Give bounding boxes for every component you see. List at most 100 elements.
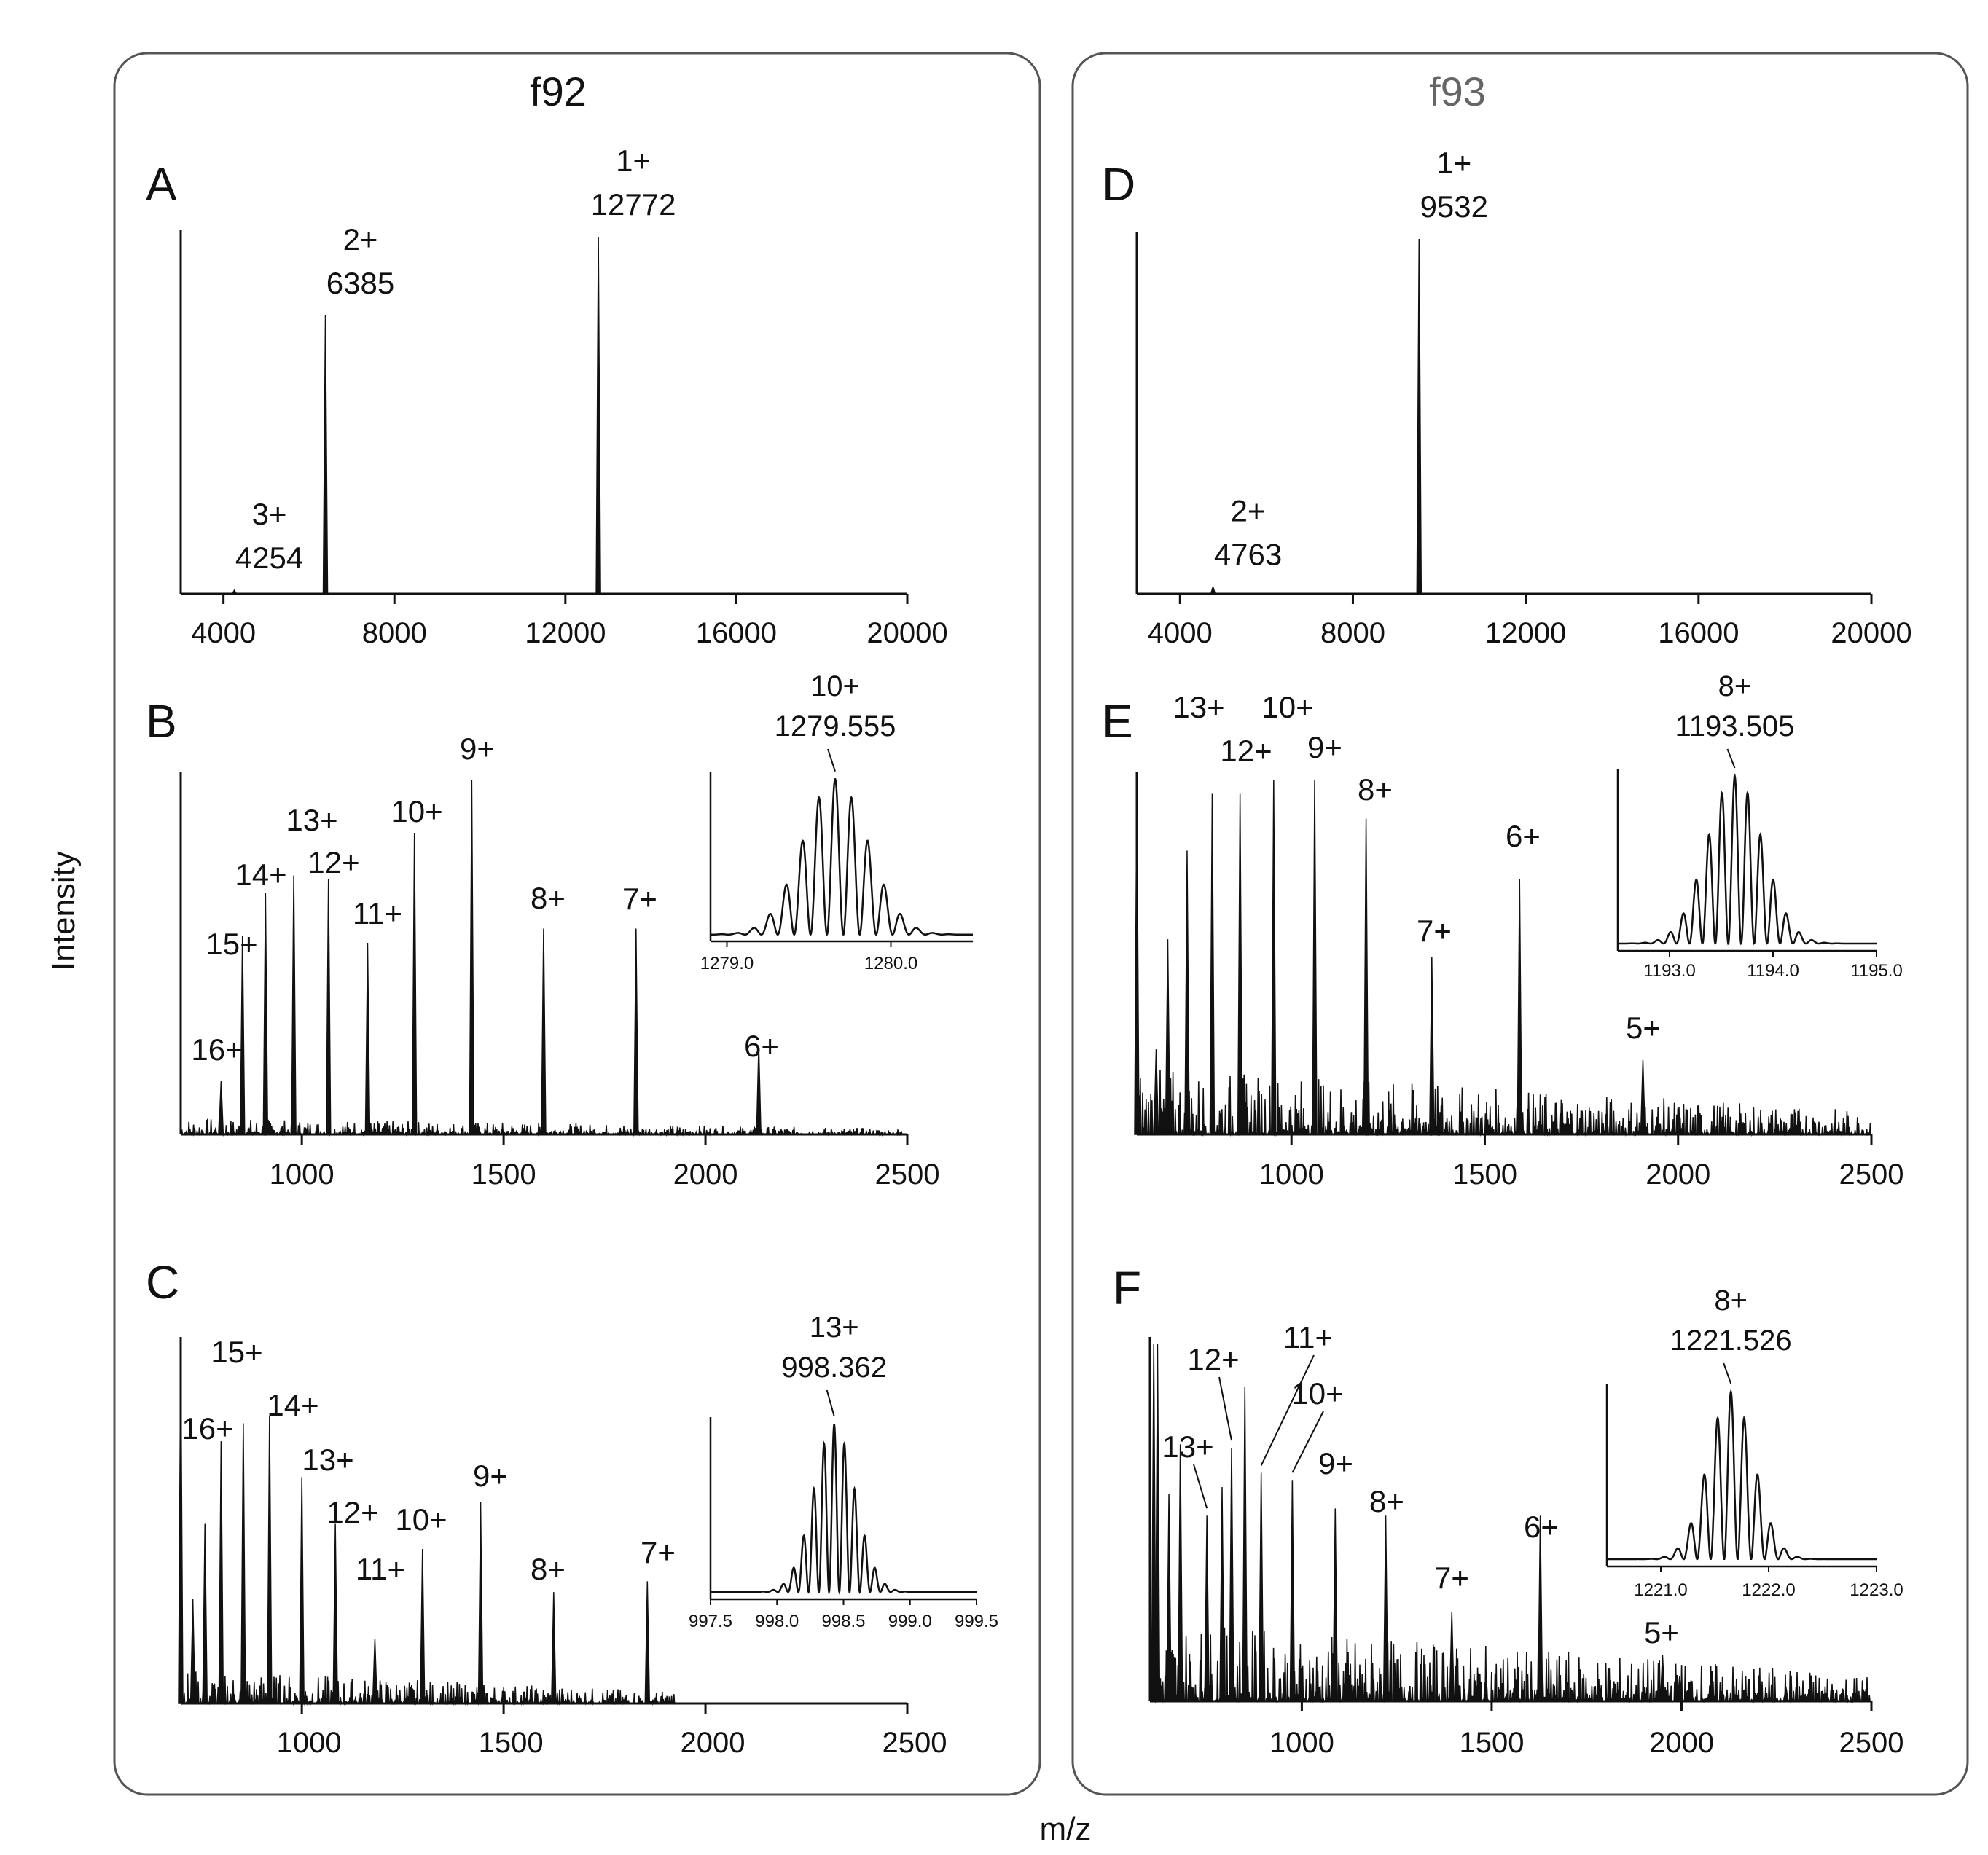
peak-charge-label-C: 7+ bbox=[641, 1535, 676, 1569]
x-tick-label-A: 16000 bbox=[696, 617, 777, 649]
inset-leader-line-B bbox=[827, 748, 836, 772]
y-axis-title: Intensity bbox=[46, 851, 82, 970]
isotope-trace-C bbox=[711, 1424, 977, 1596]
peak-C bbox=[178, 1344, 184, 1704]
x-tick-label-A: 12000 bbox=[525, 617, 606, 649]
inset-tick-label-C: 998.0 bbox=[755, 1612, 799, 1631]
peak-E bbox=[1312, 779, 1318, 1135]
inset-charge-label-E: 8+ bbox=[1718, 670, 1752, 702]
spectrum-panels: A 4000 8000 12000 16000 20000 3+ 4254 2+ 6385 1+ 12… bbox=[146, 144, 1912, 1759]
noise-trace-F bbox=[1149, 1627, 1871, 1704]
peak-charge-label-D: 1+ bbox=[1436, 146, 1471, 180]
peak-E bbox=[1209, 793, 1216, 1135]
peak-E bbox=[1134, 779, 1140, 1135]
peak-B bbox=[411, 833, 418, 1135]
x-tick-label-E: 1500 bbox=[1452, 1158, 1517, 1191]
inset-tick-label-B: 1279.0 bbox=[700, 954, 754, 973]
peak-charge-label-C: 10+ bbox=[395, 1502, 447, 1537]
x-tick-label-B: 2500 bbox=[875, 1158, 940, 1191]
inset-tick-label-C: 997.5 bbox=[689, 1612, 732, 1631]
peak-charge-label-C: 9+ bbox=[473, 1459, 508, 1493]
x-tick-label-C: 1500 bbox=[479, 1727, 544, 1759]
peak-B bbox=[325, 879, 332, 1135]
peak-charge-label-C: 12+ bbox=[326, 1495, 378, 1529]
isotope-trace-E bbox=[1618, 773, 1877, 946]
inset-mz-label-F: 1221.526 bbox=[1670, 1325, 1792, 1357]
inset-mz-label-E: 1193.505 bbox=[1675, 710, 1795, 742]
peak-A bbox=[322, 315, 329, 595]
peak-charge-label-C: 14+ bbox=[267, 1388, 318, 1422]
inset-tick-label-E: 1194.0 bbox=[1747, 961, 1799, 981]
panel-A: A 4000 8000 12000 16000 20000 3+ 4254 2+ 6385 1+ 12… bbox=[146, 144, 948, 649]
peak-B bbox=[291, 875, 297, 1135]
peak-E bbox=[1271, 779, 1277, 1135]
panel-D: D 4000 8000 12000 16000 20000 2+ 4763 1+ 9532 bbox=[1102, 146, 1912, 649]
peak-mz-label-D: 9532 bbox=[1420, 189, 1488, 224]
peak-charge-label-F: 11+ bbox=[1283, 1320, 1333, 1354]
x-tick-label-F: 1000 bbox=[1269, 1727, 1334, 1759]
peak-E bbox=[1363, 818, 1369, 1135]
peak-C bbox=[477, 1502, 484, 1704]
peak-D bbox=[1416, 238, 1422, 595]
peak-charge-label-C: 16+ bbox=[181, 1411, 233, 1446]
peak-mz-label-A: 6385 bbox=[326, 266, 394, 300]
inset-tick-label-B: 1280.0 bbox=[864, 954, 917, 973]
peak-F bbox=[1166, 1494, 1172, 1702]
x-tick-label-D: 12000 bbox=[1485, 617, 1566, 649]
peak-B bbox=[469, 779, 475, 1135]
inset-tick-label-F: 1221.0 bbox=[1634, 1580, 1687, 1600]
peak-charge-label-A: 2+ bbox=[343, 222, 378, 256]
peak-F bbox=[1332, 1508, 1339, 1702]
peak-C bbox=[202, 1523, 208, 1704]
isotope-inset-C: 997.5 998.0 998.5 999.0 999.5 13+ 998.362 bbox=[689, 1311, 998, 1631]
peak-B bbox=[239, 936, 246, 1135]
inset-charge-label-C: 13+ bbox=[810, 1311, 859, 1344]
inset-tick-label-E: 1193.0 bbox=[1643, 961, 1696, 981]
f93-group-frame bbox=[1071, 52, 1969, 1796]
inset-mz-label-B: 1279.555 bbox=[775, 710, 896, 742]
peak-charge-label-F: 8+ bbox=[1369, 1484, 1404, 1518]
peak-F bbox=[1258, 1472, 1264, 1702]
panel-letter-C: C bbox=[146, 1256, 179, 1309]
peak-F bbox=[1537, 1515, 1543, 1702]
peak-charge-label-F: 6+ bbox=[1524, 1510, 1559, 1544]
peak-C bbox=[332, 1523, 338, 1704]
peak-charge-label-F: 10+ bbox=[1291, 1376, 1343, 1411]
peak-charge-label-E: 12+ bbox=[1220, 734, 1272, 768]
panel-B: B 1000 1500 2000 2500 16+ 15+ 14+13+ 12+ 11+ 10+ 9+… bbox=[146, 670, 973, 1191]
inset-tick-label-C: 999.0 bbox=[888, 1612, 932, 1631]
noise-trace-E bbox=[1136, 1070, 1871, 1137]
peak-mz-label-A: 4254 bbox=[235, 541, 303, 575]
peak-F bbox=[1449, 1612, 1455, 1702]
peak-F bbox=[1677, 1676, 1683, 1702]
peak-leader-line-F bbox=[1291, 1411, 1324, 1473]
panel-E: E 1000 1500 2000 2500 13+ 12+ 10+ 9+ 8+ 7+ 6+ 5+ 1193… bbox=[1102, 670, 1903, 1191]
isotope-inset-E: 1193.0 1194.0 1195.0 8+ 1193.505 bbox=[1616, 670, 1903, 981]
inset-leader-line-C bbox=[826, 1389, 835, 1417]
x-tick-label-C: 2500 bbox=[883, 1727, 947, 1759]
panel-letter-A: A bbox=[146, 158, 177, 211]
inset-tick-label-F: 1222.0 bbox=[1742, 1580, 1795, 1600]
peak-E bbox=[1165, 939, 1171, 1135]
peak-charge-label-B: 7+ bbox=[622, 882, 657, 916]
noise-trace-C bbox=[180, 1671, 676, 1706]
peak-E bbox=[1429, 957, 1435, 1135]
peak-F bbox=[1151, 1344, 1157, 1702]
peak-B bbox=[541, 928, 547, 1135]
peak-B bbox=[633, 928, 639, 1135]
peak-F bbox=[1289, 1480, 1296, 1702]
panel-F: F 1000 1500 2000 2500 13+ 12+ 11+ 10+ 9+ 8+ 7+ 6+ 5+ 1… bbox=[1113, 1262, 1903, 1759]
panel-letter-E: E bbox=[1102, 695, 1133, 748]
peak-mz-label-A: 12772 bbox=[591, 187, 676, 221]
inset-charge-label-F: 8+ bbox=[1714, 1285, 1748, 1317]
panel-letter-F: F bbox=[1113, 1262, 1141, 1314]
peak-leader-line-F bbox=[1260, 1354, 1315, 1466]
x-tick-label-A: 20000 bbox=[866, 617, 947, 649]
peak-C bbox=[420, 1548, 426, 1704]
peak-charge-label-C: 13+ bbox=[302, 1443, 353, 1477]
panel-C: C 1000 1500 2000 2500 16+ 15+14+ 13+ 12+ 11+ 10+ 9+… bbox=[146, 1256, 998, 1759]
x-tick-label-C: 2000 bbox=[681, 1727, 746, 1759]
peak-charge-label-B: 15+ bbox=[206, 927, 257, 961]
f93-group-title: f93 bbox=[1429, 68, 1486, 114]
peak-charge-label-B: 13+ bbox=[286, 803, 337, 837]
